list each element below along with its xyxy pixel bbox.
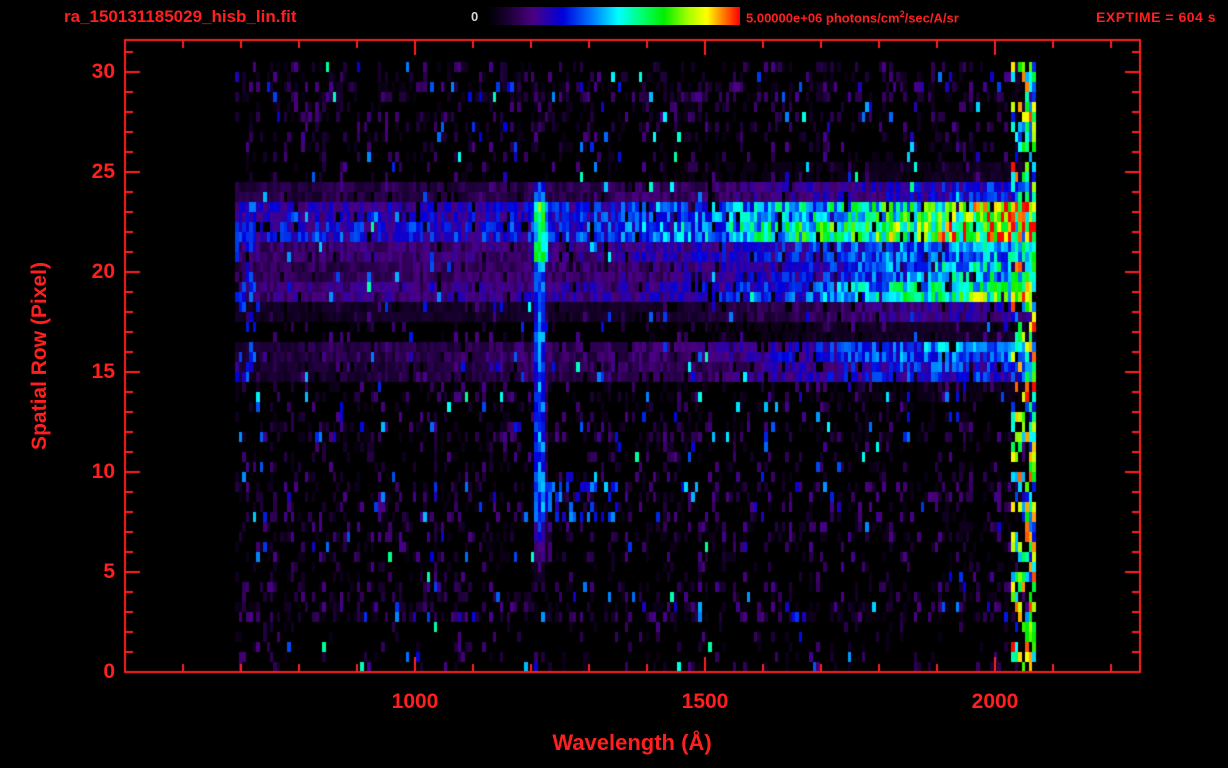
y-tick-label: 15 <box>91 360 115 383</box>
y-tick-label: 20 <box>91 260 115 283</box>
flux-exponent: 2 <box>899 9 905 19</box>
x-tick-label: 2000 <box>971 690 1019 713</box>
file-title: ra_150131185029_hisb_lin.fit <box>64 7 297 26</box>
x-axis-title: Wavelength (Å) <box>552 730 712 755</box>
flux-value: 5.00000e+06 photons/cm <box>746 10 900 26</box>
colorbar-min-label: 0 <box>471 9 479 24</box>
flux-units: /sec/A/sr <box>904 10 959 26</box>
y-axis-title: Spatial Row (Pixel) <box>28 262 51 450</box>
x-tick-label: 1500 <box>681 690 729 713</box>
colorbar-max-label: 5.00000e+06 photons/cm2/sec/A/sr <box>746 9 959 25</box>
y-tick-label: 25 <box>91 160 115 183</box>
y-tick-label: 0 <box>103 660 115 683</box>
y-tick-label: 30 <box>91 60 115 83</box>
colorbar-gradient <box>487 7 740 25</box>
y-tick-label: 10 <box>91 460 115 483</box>
x-tick-label: 1000 <box>391 690 439 713</box>
y-tick-label: 5 <box>103 560 115 583</box>
exptime-label: EXPTIME = 604 s <box>1096 9 1216 25</box>
